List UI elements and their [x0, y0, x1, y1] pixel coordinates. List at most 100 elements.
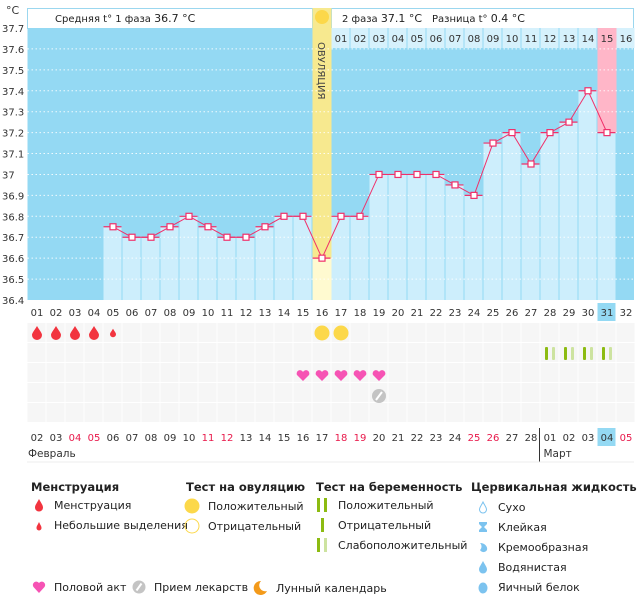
pregnancy-test-weak-bar-icon: [609, 347, 612, 360]
legend-label: Половой акт: [54, 580, 127, 594]
y-tick-label: 37.4: [2, 87, 24, 98]
date-label: 23: [430, 433, 443, 444]
event-cell: [616, 323, 635, 342]
date-label: 28: [525, 433, 538, 444]
phase2-day-label: 09: [487, 34, 500, 45]
legend-ovulation-negative: Отрицательный: [184, 518, 301, 534]
event-cell: [483, 343, 502, 362]
cycle-day-label: 19: [373, 308, 386, 319]
temperature-point: [356, 212, 364, 220]
event-cell: [616, 343, 635, 362]
event-cell: [597, 343, 616, 362]
event-cell: [407, 383, 426, 402]
event-cell: [464, 403, 483, 422]
event-cell: [103, 383, 122, 402]
date-label: 01: [544, 433, 557, 444]
date-label: 12: [221, 433, 234, 444]
temperature-point: [451, 181, 459, 189]
moon-icon: [253, 580, 267, 595]
date-label: 15: [278, 433, 291, 444]
cycle-day-label: 32: [620, 308, 633, 319]
phase2-day-label: 13: [563, 34, 576, 45]
event-cell: [103, 403, 122, 422]
small-blood-drop-icon: [110, 328, 116, 338]
legend-spotting: Небольшие выделения: [32, 518, 188, 532]
event-cell: [141, 323, 160, 342]
event-cell: [350, 323, 369, 342]
event-cell: [312, 403, 331, 422]
event-cell: [141, 343, 160, 362]
event-cell: [217, 383, 236, 402]
event-cell: [46, 343, 65, 362]
event-cell: [616, 403, 635, 422]
phase2-day-cell: [502, 28, 521, 48]
date-label: 07: [126, 433, 139, 444]
pregnancy-test-bar-icon: [583, 347, 586, 360]
event-cell: [103, 343, 122, 362]
legend-lunar-calendar[interactable]: Лунный календарь: [252, 580, 387, 596]
event-cell: [426, 383, 445, 402]
temperature-point: [166, 223, 174, 231]
phase2-day-label: 10: [506, 34, 519, 45]
date-label: 25: [468, 433, 481, 444]
phase2-day-label: 07: [449, 34, 462, 45]
cycle-day-label: 20: [392, 308, 405, 319]
event-cell: [521, 343, 540, 362]
phase2-day-cell: [559, 28, 578, 48]
event-cell: [179, 383, 198, 402]
event-cell: [559, 323, 578, 342]
cycle-day-label: 12: [240, 308, 253, 319]
phase2-label: 2 фаза 37.1 °C: [342, 12, 422, 25]
heart-icon: [334, 370, 348, 381]
event-cell: [179, 343, 198, 362]
y-tick-label: 37: [2, 170, 15, 181]
temperature-point: [432, 170, 440, 179]
event-cell: [521, 363, 540, 382]
legend-label: Слабоположительный: [338, 538, 468, 552]
date-label: 03: [50, 433, 63, 444]
event-cell: [27, 383, 46, 402]
event-cell: [293, 323, 312, 342]
date-label: 10: [183, 433, 196, 444]
temperature-bar: [483, 143, 502, 300]
legend-fluid-sticky: Клейкая: [476, 520, 547, 534]
event-cell: [426, 323, 445, 342]
date-label: 26: [487, 433, 500, 444]
event-cell: [407, 363, 426, 382]
event-cell: [331, 383, 350, 402]
temperature-point: [413, 170, 421, 179]
event-cell: [198, 403, 217, 422]
temperature-point: [489, 139, 497, 147]
cycle-day-label: 24: [468, 308, 481, 319]
event-cell: [46, 383, 65, 402]
event-cell: [407, 323, 426, 342]
heart-icon: [372, 370, 386, 381]
date-label: 02: [563, 433, 576, 444]
date-label: 06: [107, 433, 120, 444]
temperature-point: [318, 254, 326, 262]
temperature-point: [299, 212, 307, 220]
event-cell: [160, 323, 179, 342]
weak-bars-icon: [317, 538, 327, 552]
date-label: 04: [601, 433, 614, 444]
event-cell: [255, 343, 274, 362]
temperature-point: [109, 223, 117, 231]
legend-fluid-eggwhite: Яичный белок: [476, 580, 580, 594]
legend-pregnancy-positive: Положительный: [316, 498, 434, 512]
event-cell: [445, 343, 464, 362]
cycle-day-label: 13: [259, 308, 272, 319]
event-cell: [255, 363, 274, 382]
egg-white-icon: [478, 582, 488, 594]
event-cell: [27, 403, 46, 422]
month-label: Март: [544, 448, 572, 460]
phase2-day-label: 04: [392, 34, 405, 45]
event-cell: [464, 343, 483, 362]
event-cell: [84, 403, 103, 422]
phase2-day-cell: [331, 28, 350, 48]
event-cell: [388, 343, 407, 362]
event-cell: [236, 383, 255, 402]
event-cell: [407, 403, 426, 422]
event-cell: [502, 343, 521, 362]
event-cell: [502, 403, 521, 422]
cycle-day-label: 25: [487, 308, 500, 319]
